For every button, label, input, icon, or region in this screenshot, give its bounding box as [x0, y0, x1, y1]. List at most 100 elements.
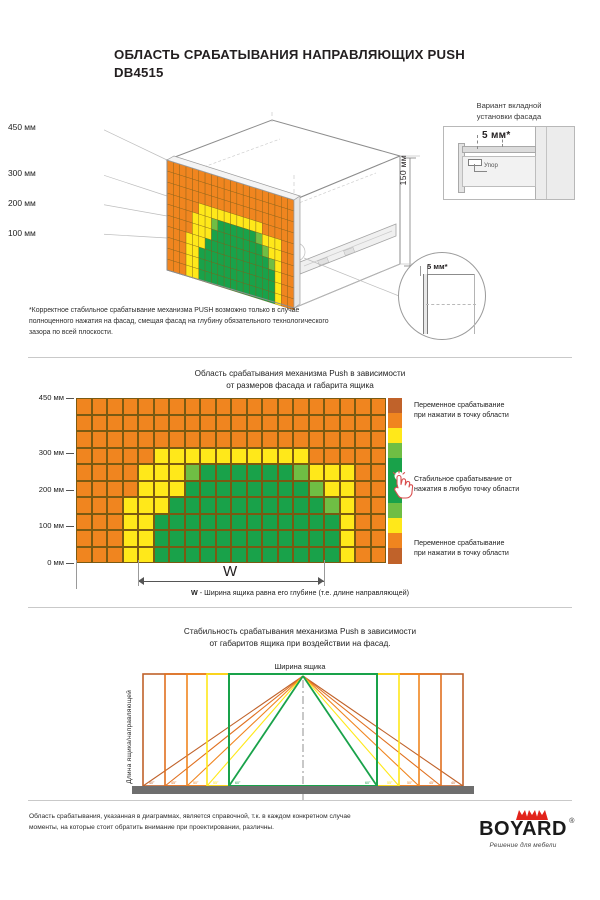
inset-caption: Вариант вкладной установки фасада [443, 100, 575, 122]
heatmap-cell [169, 481, 185, 498]
detail-dim-tick-left [420, 266, 421, 276]
heatmap-cell [309, 464, 325, 481]
heatmap-cell [309, 497, 325, 514]
heatmap-cell [355, 530, 371, 547]
heatmap-cell [154, 547, 170, 564]
divider-1 [28, 357, 572, 358]
heatmap-cell [247, 481, 263, 498]
heatmap-cell [247, 448, 263, 465]
iso-heat-cell [231, 235, 237, 248]
iso-heat-cell [256, 276, 262, 289]
legend-color-swatch [388, 443, 402, 459]
iso-heat-cell [250, 219, 256, 232]
iso-heat-cell [180, 230, 186, 243]
heatmap-cell [293, 530, 309, 547]
inset-caption-line2: установки фасада [443, 111, 575, 122]
iso-heat-cell [262, 201, 268, 214]
iso-heat-cell [281, 207, 287, 220]
heatmap-cell [340, 514, 356, 531]
heatmap-cell [340, 530, 356, 547]
iso-heat-cell [199, 192, 205, 205]
fan-angle-label-right: 40° [451, 781, 457, 785]
heatmap-cell [154, 464, 170, 481]
page-title-line2: DB4515 [114, 64, 465, 82]
heatmap-cell [262, 431, 278, 448]
iso-heat-cell [256, 265, 262, 278]
heatmap-cell [138, 514, 154, 531]
fan-angle-label-right: 55° [387, 781, 393, 785]
legend-item-3: Переменное срабатывание при нажатии в то… [414, 538, 509, 559]
iso-heat-cell [275, 238, 281, 251]
iso-heat-cell [256, 243, 262, 256]
heatmap-cell [200, 431, 216, 448]
iso-heat-cell [180, 252, 186, 265]
heatmap-y-tick [66, 453, 74, 454]
iso-heat-cell [275, 249, 281, 262]
heatmap-cell [262, 448, 278, 465]
iso-heat-cell [192, 245, 198, 258]
iso-heat-cell [211, 251, 217, 264]
w-arrow-line [138, 581, 324, 582]
heatmap-cell [355, 464, 371, 481]
iso-heat-cell [231, 268, 237, 281]
heatmap-cell [123, 481, 139, 498]
heatmap-cell [123, 431, 139, 448]
heatmap-cell [169, 530, 185, 547]
heatmap-cell [231, 431, 247, 448]
inset-drawing: Упор 5 мм* [443, 126, 575, 200]
heatmap-cell [216, 464, 232, 481]
iso-label-300: 300 мм [8, 168, 36, 178]
heatmap-cell [324, 514, 340, 531]
heatmap-cell [138, 448, 154, 465]
iso-heat-cell [167, 215, 173, 228]
legend-item-3-line2: при нажатии в точку области [414, 548, 509, 558]
legend-color-swatch [388, 518, 402, 534]
boyard-logo: BOYARD ® Решение для мебели [470, 818, 576, 849]
iso-heat-cell [231, 246, 237, 259]
heatmap-cell [247, 547, 263, 564]
iso-heat-cell [180, 186, 186, 199]
heatmap-cell [371, 415, 387, 432]
heatmap-cell [138, 398, 154, 415]
iso-heat-cell [199, 203, 205, 216]
iso-heat-cell [256, 210, 262, 223]
iso-heat-cell [262, 245, 268, 258]
heatmap-cell [231, 415, 247, 432]
heatmap-cell [340, 415, 356, 432]
heatmap-cell [324, 464, 340, 481]
heatmap-y-label: 450 мм [39, 393, 64, 402]
iso-heat-cell [262, 223, 268, 236]
iso-heat-cell [199, 181, 205, 194]
heatmap-cell [231, 464, 247, 481]
heatmap-cell [262, 481, 278, 498]
fan-angle-line [303, 676, 441, 786]
heatmap-cell [355, 497, 371, 514]
heatmap-cell [123, 398, 139, 415]
iso-heat-cell [288, 275, 294, 288]
iso-heat-cell [192, 223, 198, 236]
inset-caption-line1: Вариант вкладной [443, 100, 575, 111]
heatmap-cell [262, 464, 278, 481]
iso-heat-cell [173, 206, 179, 219]
heatmap-cell [216, 448, 232, 465]
heatmap-cell [247, 514, 263, 531]
heatmap-cell [309, 481, 325, 498]
heatmap-cell [355, 448, 371, 465]
iso-heat-cell [192, 190, 198, 203]
iso-heat-cell [243, 239, 249, 252]
heatmap-cell [324, 497, 340, 514]
heatmap-cell [216, 497, 232, 514]
fan-angle-line [303, 676, 419, 786]
legend-color-swatch [388, 533, 402, 549]
iso-heat-cell [218, 242, 224, 255]
iso-heat-cell [205, 249, 211, 262]
heatmap-cell [169, 547, 185, 564]
iso-label-100: 100 мм [8, 228, 36, 238]
iso-heat-cell [281, 262, 287, 275]
iso-heat-cell [167, 204, 173, 217]
iso-heat-cell [186, 188, 192, 201]
iso-heat-cell [218, 253, 224, 266]
iso-heat-cell [237, 237, 243, 250]
fan-angle-line [187, 676, 303, 786]
heatmap-cell [200, 497, 216, 514]
